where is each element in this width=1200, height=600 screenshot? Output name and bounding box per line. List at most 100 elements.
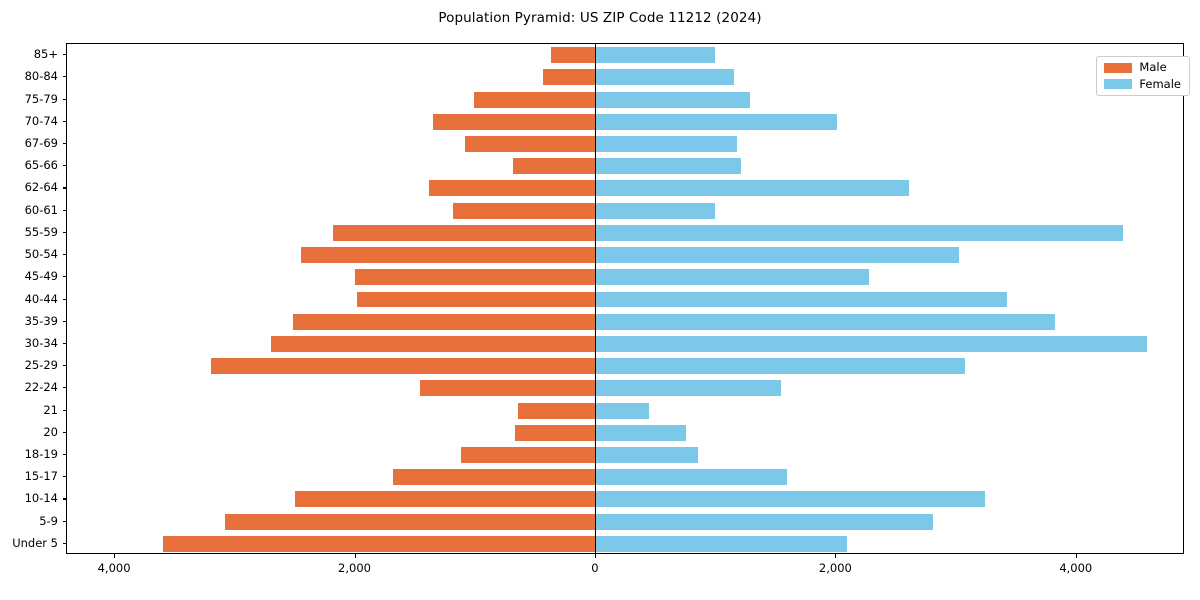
- y-tick-label: 85+: [33, 47, 58, 62]
- bar-female-30-34: [595, 335, 1147, 352]
- legend-swatch-male: [1104, 62, 1133, 73]
- x-tick-mark: [594, 554, 597, 558]
- y-tick-mark: [62, 454, 66, 456]
- y-tick-label: 18-19: [24, 447, 58, 462]
- bar-female-67-69: [595, 135, 737, 152]
- bar-male-85-: [550, 47, 595, 64]
- y-tick-label: Under 5: [12, 535, 58, 550]
- y-tick-label: 62-64: [24, 180, 58, 195]
- y-tick-mark: [62, 342, 66, 345]
- y-tick-mark: [62, 409, 66, 411]
- bar-female-18-19: [595, 447, 699, 463]
- bar-male-21: [518, 402, 595, 419]
- y-tick-label: 21: [43, 402, 58, 417]
- bar-row: [67, 158, 1183, 175]
- bar-row: [67, 313, 1183, 330]
- bar-male-22-24: [419, 380, 595, 397]
- bar-row: [67, 269, 1183, 286]
- y-tick-mark: [62, 387, 66, 389]
- x-tick-label: 4,000: [1059, 561, 1093, 575]
- x-tick-label: 4,000: [97, 561, 131, 575]
- y-tick-mark: [62, 120, 66, 122]
- y-tick-label: 30-34: [24, 335, 58, 350]
- y-tick-mark: [62, 76, 66, 78]
- bar-row: [67, 135, 1183, 152]
- zero-axis-line: [595, 44, 597, 553]
- y-tick-mark: [62, 209, 66, 211]
- legend-label: Male: [1139, 60, 1167, 74]
- bar-female-35-39: [595, 313, 1055, 330]
- bar-female-21: [595, 402, 649, 419]
- chart-legend: Male Female: [1096, 56, 1190, 96]
- y-tick-mark: [62, 276, 66, 278]
- legend-entry-male[interactable]: Male: [1104, 60, 1181, 74]
- bar-female-65-66: [595, 158, 742, 175]
- y-tick-mark: [62, 98, 66, 100]
- y-tick-label: 67-69: [24, 135, 58, 150]
- bar-male-10-14: [295, 491, 595, 508]
- bar-female-80-84: [595, 69, 735, 86]
- bar-row: [67, 47, 1183, 64]
- y-axis-labels: 85+ 80-84 75-79 70-74 67-69 65-66 62-64 60-61 55…: [0, 43, 58, 554]
- y-tick-label: 15-17: [24, 469, 58, 484]
- y-tick-label: 75-79: [24, 91, 58, 106]
- bar-row: [67, 335, 1183, 352]
- bar-row: [67, 513, 1183, 530]
- x-tick-mark: [354, 554, 356, 558]
- bar-row: [67, 224, 1183, 241]
- bar-female-5-9: [595, 513, 934, 530]
- y-tick-mark: [62, 431, 66, 433]
- legend-entry-female[interactable]: Female: [1104, 78, 1181, 91]
- x-tick-mark: [1075, 554, 1077, 558]
- y-tick-mark: [62, 231, 66, 233]
- bar-row: [67, 247, 1183, 264]
- bar-row: [67, 380, 1183, 397]
- bar-female-45-49: [595, 269, 869, 286]
- bar-male-55-59: [333, 224, 595, 241]
- bar-male-65-66: [513, 158, 595, 175]
- bar-row: [67, 180, 1183, 197]
- bar-female-50-54: [595, 247, 959, 264]
- bar-female-20: [595, 424, 687, 441]
- bar-female-15-17: [595, 469, 787, 486]
- bar-male-67-69: [465, 135, 595, 152]
- y-tick-label: 55-59: [24, 224, 58, 239]
- y-tick-label: 20: [43, 424, 58, 439]
- bar-row: [67, 447, 1183, 463]
- bar-male-15-17: [393, 469, 595, 486]
- y-tick-label: 10-14: [24, 491, 58, 506]
- bar-female-40-44: [595, 291, 1007, 308]
- bar-row: [67, 69, 1183, 86]
- y-tick-mark: [62, 365, 66, 367]
- chart-title: Population Pyramid: US ZIP Code 11212 (2…: [438, 10, 762, 26]
- y-tick-label: 80-84: [24, 69, 58, 84]
- bar-male-45-49: [355, 269, 595, 286]
- x-tick-mark: [835, 554, 837, 558]
- bar-male-35-39: [292, 313, 595, 330]
- bar-row: [67, 202, 1183, 219]
- bar-female-85-: [595, 47, 715, 64]
- bar-female-70-74: [595, 113, 838, 130]
- y-tick-mark: [62, 476, 66, 478]
- bar-female-under-5: [595, 535, 847, 552]
- bar-female-75-79: [595, 91, 750, 108]
- y-tick-mark: [62, 142, 66, 145]
- bar-male-70-74: [433, 113, 595, 130]
- y-tick-label: 50-54: [24, 247, 58, 262]
- y-tick-label: 35-39: [24, 313, 58, 328]
- y-tick-mark: [62, 254, 66, 256]
- bar-male-25-29: [211, 358, 595, 375]
- y-tick-label: 40-44: [24, 291, 58, 306]
- y-tick-mark: [62, 542, 66, 544]
- bar-female-55-59: [595, 224, 1123, 241]
- x-tick-label: 0: [591, 561, 599, 575]
- y-tick-label: 70-74: [24, 113, 58, 128]
- y-tick-mark: [62, 320, 66, 322]
- y-tick-label: 25-29: [24, 358, 58, 373]
- bar-row: [67, 469, 1183, 486]
- bar-row: [67, 291, 1183, 308]
- bars-layer: [67, 44, 1183, 553]
- bar-male-62-64: [429, 180, 595, 197]
- bar-male-18-19: [460, 447, 595, 463]
